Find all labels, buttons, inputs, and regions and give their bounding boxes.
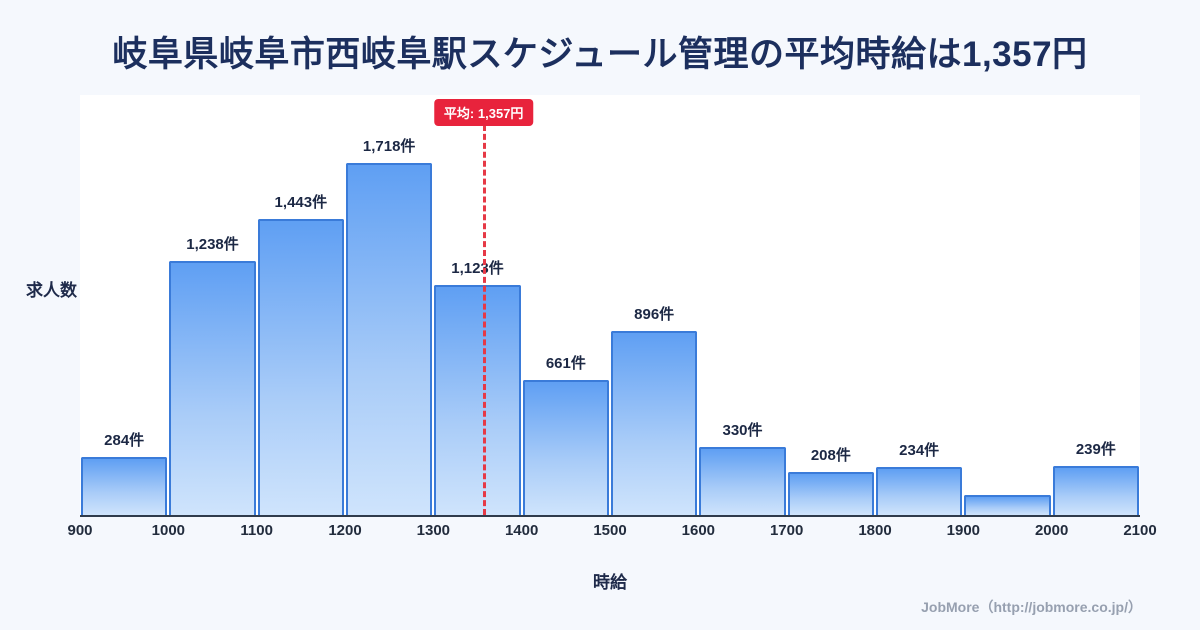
bar-value-label: 330件 bbox=[722, 422, 763, 440]
bar-value-label: 896件 bbox=[634, 306, 675, 324]
x-axis-label: 時給 bbox=[593, 573, 627, 592]
page-title: 岐阜県岐阜市西岐阜駅スケジュール管理の平均時給は1,357円 bbox=[112, 35, 1088, 74]
histogram-bar bbox=[611, 331, 698, 515]
bar-value-label: 239件 bbox=[1075, 441, 1116, 459]
bar-value-label: 1,238件 bbox=[186, 236, 239, 254]
average-badge: 平均: 1,357円 bbox=[433, 99, 534, 126]
bar-value-label: 1,123件 bbox=[451, 259, 504, 277]
x-axis-ticks: 900 1000 1100 1200 1300 1400 1500 1600 1700 1800 1… bbox=[67, 522, 1156, 544]
histogram-bar bbox=[522, 379, 609, 515]
histogram-bar bbox=[876, 467, 963, 515]
x-tick-label: 2100 bbox=[1123, 522, 1157, 539]
x-tick-label: 1400 bbox=[504, 522, 539, 539]
x-tick-label: 1300 bbox=[416, 522, 451, 539]
x-tick-label: 1500 bbox=[593, 522, 627, 539]
x-tick-label: 900 bbox=[67, 522, 93, 539]
bar-value-label: 661件 bbox=[545, 354, 586, 372]
histogram-bar bbox=[434, 284, 521, 515]
histogram-bar bbox=[257, 219, 344, 515]
histogram-bar bbox=[699, 447, 786, 515]
x-tick-label: 1100 bbox=[240, 522, 273, 539]
average-line bbox=[482, 125, 486, 515]
plot-area: 284件 1,238件 1,443件 1,718件 1,123件 661件 896件 330件… bbox=[80, 95, 1140, 517]
histogram-bar bbox=[81, 456, 168, 515]
bar-value-label: 1,718件 bbox=[362, 138, 416, 155]
footer-credit: JobMore（http://jobmore.co.jp/） bbox=[921, 599, 1142, 615]
bar-value-label: 208件 bbox=[810, 447, 851, 465]
histogram-bar bbox=[1052, 466, 1139, 515]
x-tick-label: 2000 bbox=[1034, 522, 1069, 539]
x-tick-label: 1600 bbox=[681, 522, 716, 539]
x-tick-label: 1000 bbox=[151, 522, 186, 539]
x-tick-label: 1900 bbox=[946, 522, 981, 539]
y-axis-label: 求人数 bbox=[26, 281, 77, 300]
bar-value-label: 284件 bbox=[104, 431, 145, 449]
x-tick-label: 1800 bbox=[858, 522, 892, 539]
bar-value-label: 1,443件 bbox=[274, 194, 328, 212]
histogram-bar bbox=[169, 261, 256, 515]
histogram-bar bbox=[787, 472, 874, 515]
histogram-bar bbox=[346, 163, 433, 515]
histogram-bar bbox=[964, 494, 1051, 515]
bar-value-label: 234件 bbox=[899, 442, 940, 460]
x-tick-label: 1200 bbox=[328, 522, 362, 539]
bars-container: 284件 1,238件 1,443件 1,718件 1,123件 661件 896件 330件… bbox=[80, 95, 1140, 515]
x-tick-label: 1700 bbox=[769, 522, 804, 539]
